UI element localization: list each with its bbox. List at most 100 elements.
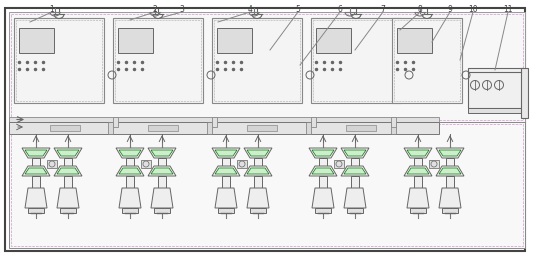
Polygon shape (151, 188, 173, 208)
Bar (214, 20, 300, 101)
Bar (207, 122, 212, 134)
Polygon shape (247, 188, 269, 208)
Polygon shape (119, 150, 141, 156)
Bar (351, 176, 359, 188)
Bar (122, 208, 138, 213)
Bar (250, 208, 266, 213)
Polygon shape (215, 150, 237, 156)
Bar (313, 20, 399, 101)
Bar (397, 28, 432, 53)
Bar (11, 124, 523, 246)
Bar (247, 125, 277, 131)
Bar (154, 208, 170, 213)
Bar (113, 18, 203, 103)
Polygon shape (439, 150, 461, 156)
Bar (316, 28, 351, 53)
Bar (254, 158, 262, 166)
Polygon shape (116, 148, 144, 158)
Polygon shape (436, 166, 464, 176)
Bar (113, 117, 118, 127)
Polygon shape (212, 148, 240, 158)
Polygon shape (247, 168, 269, 174)
Bar (11, 14, 523, 120)
Text: 8: 8 (418, 5, 422, 14)
Text: 9: 9 (448, 5, 453, 14)
Bar (28, 208, 44, 213)
Bar (217, 72, 235, 79)
Bar (60, 208, 76, 213)
Polygon shape (404, 166, 432, 176)
Polygon shape (148, 166, 176, 176)
Polygon shape (407, 188, 429, 208)
Bar (442, 208, 458, 213)
Bar (9, 122, 525, 248)
Bar (47, 160, 57, 168)
Polygon shape (407, 168, 429, 174)
Bar (319, 176, 327, 188)
Polygon shape (344, 188, 366, 208)
Bar (470, 70, 492, 81)
Polygon shape (436, 148, 464, 158)
Polygon shape (54, 166, 82, 176)
Polygon shape (119, 168, 141, 174)
Bar (50, 125, 80, 131)
Polygon shape (312, 150, 334, 156)
Bar (414, 176, 422, 188)
Bar (16, 20, 102, 101)
Bar (108, 122, 113, 134)
Bar (394, 20, 460, 101)
Bar (158, 176, 166, 188)
Bar (346, 125, 376, 131)
Polygon shape (22, 148, 50, 158)
Text: 2: 2 (152, 5, 157, 14)
Text: 4: 4 (247, 5, 253, 14)
Polygon shape (309, 166, 337, 176)
Polygon shape (119, 188, 141, 208)
Bar (446, 176, 454, 188)
Text: 3: 3 (180, 5, 184, 14)
Polygon shape (439, 168, 461, 174)
Bar (141, 160, 151, 168)
Bar (118, 28, 153, 53)
Bar (14, 18, 104, 103)
Polygon shape (22, 166, 50, 176)
Bar (468, 68, 523, 108)
Polygon shape (244, 166, 272, 176)
Bar (472, 72, 490, 79)
Polygon shape (404, 148, 432, 158)
Bar (334, 160, 344, 168)
Bar (315, 208, 331, 213)
Bar (9, 122, 439, 134)
Bar (19, 28, 54, 53)
Polygon shape (25, 150, 47, 156)
Bar (429, 160, 439, 168)
Polygon shape (116, 166, 144, 176)
Polygon shape (57, 168, 79, 174)
Bar (215, 70, 237, 81)
Bar (521, 68, 528, 118)
Bar (391, 122, 396, 134)
Bar (311, 117, 316, 127)
Polygon shape (244, 148, 272, 158)
Bar (126, 158, 134, 166)
Bar (468, 108, 523, 113)
Bar (415, 72, 433, 79)
Bar (32, 176, 40, 188)
Bar (392, 18, 462, 103)
Polygon shape (309, 148, 337, 158)
Bar (306, 122, 311, 134)
Polygon shape (215, 168, 237, 174)
Bar (115, 20, 201, 101)
Polygon shape (57, 150, 79, 156)
Polygon shape (341, 148, 369, 158)
Bar (217, 28, 252, 53)
Polygon shape (439, 188, 461, 208)
Bar (414, 158, 422, 166)
Text: 11: 11 (503, 5, 513, 14)
Bar (222, 158, 230, 166)
Bar (314, 70, 336, 81)
Bar (351, 158, 359, 166)
Text: 1: 1 (50, 5, 54, 14)
Bar (410, 208, 426, 213)
Bar (9, 12, 525, 122)
